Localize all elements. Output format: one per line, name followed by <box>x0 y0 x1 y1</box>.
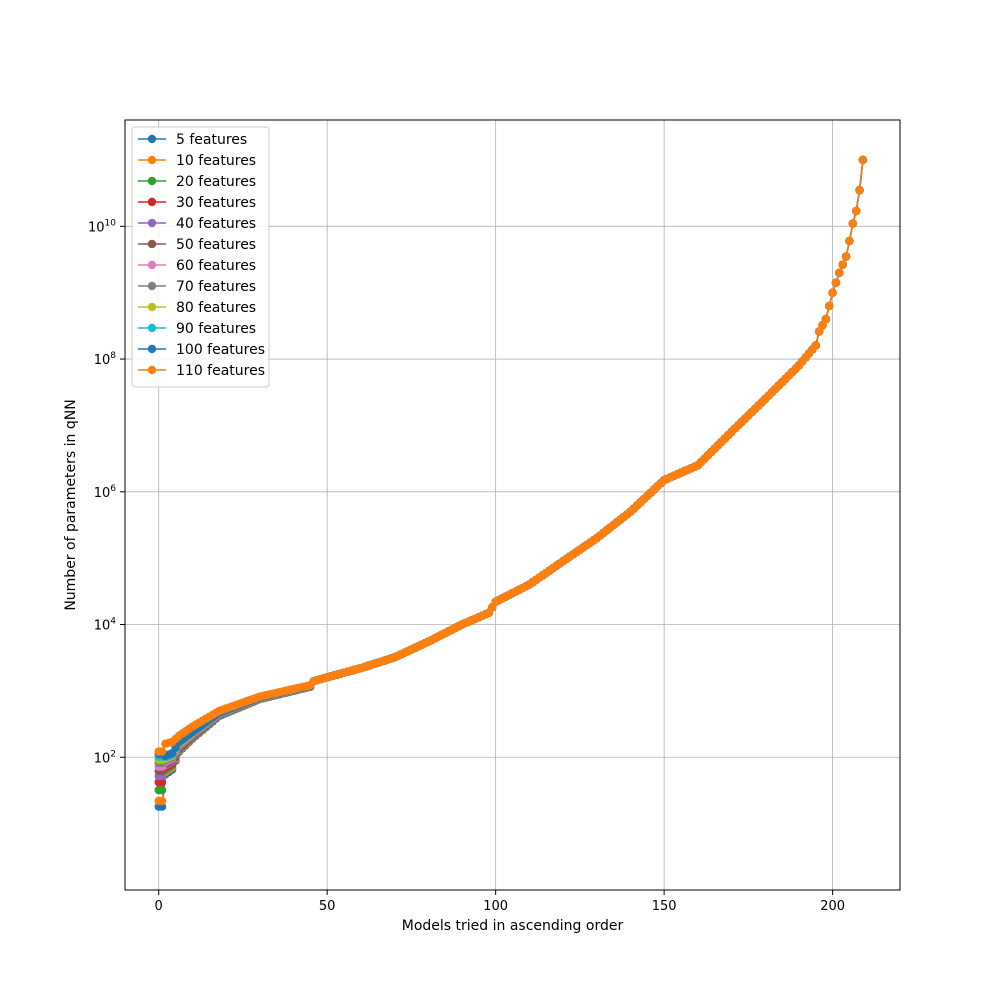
legend-marker <box>147 302 157 312</box>
x-tick-label: 100 <box>483 899 508 914</box>
data-point <box>814 327 824 336</box>
legend-label: 80 features <box>176 300 256 316</box>
legend-item: 30 features <box>138 195 256 211</box>
data-point <box>852 206 861 216</box>
legend-label: 30 features <box>176 195 256 211</box>
data-point <box>835 268 844 277</box>
legend-label: 40 features <box>176 216 256 232</box>
data-point <box>157 778 167 787</box>
data-point <box>821 314 831 324</box>
legend-marker <box>147 134 157 144</box>
data-point <box>831 278 841 287</box>
legend-label: 70 features <box>176 279 256 295</box>
plot-area-frame <box>124 119 901 891</box>
legend-item: 110 features <box>138 363 265 379</box>
legend-marker <box>147 197 157 207</box>
x-tick-label: 200 <box>820 899 845 914</box>
y-axis-label: Number of parameters in qNN <box>63 399 79 610</box>
legend-item: 5 features <box>138 132 247 148</box>
data-point <box>811 341 820 350</box>
data-point <box>818 321 827 330</box>
data-point <box>858 155 868 165</box>
data-point <box>828 288 837 297</box>
legend-label: 50 features <box>176 237 256 253</box>
data-point <box>825 301 834 311</box>
x-tick-label: 150 <box>652 899 677 914</box>
legend-marker <box>147 260 157 270</box>
data-point <box>845 236 854 246</box>
legend-marker <box>147 365 157 375</box>
legend-label: 90 features <box>176 321 256 337</box>
legend-item: 10 features <box>138 153 256 169</box>
legend-item: 20 features <box>138 174 256 190</box>
data-point <box>157 796 167 806</box>
legend-marker <box>147 344 157 354</box>
legend-item: 40 features <box>138 216 256 232</box>
legend-item: 90 features <box>138 321 256 337</box>
series-layer <box>154 155 868 811</box>
legend-marker <box>147 176 157 186</box>
data-point <box>855 186 864 195</box>
legend-label: 100 features <box>176 342 265 358</box>
y-tick-label: 104 <box>94 617 117 634</box>
legend-box <box>131 126 270 388</box>
legend-item: 60 features <box>138 258 256 274</box>
legend-label: 20 features <box>176 174 256 190</box>
legend-marker <box>147 218 157 228</box>
legend-label: 5 features <box>176 132 247 148</box>
data-point <box>838 260 847 269</box>
legend-marker <box>147 323 157 333</box>
legend-item: 100 features <box>138 342 265 358</box>
data-point <box>157 747 167 756</box>
legend-label: 10 features <box>176 153 256 169</box>
legend-item: 70 features <box>138 279 256 295</box>
data-point <box>841 252 851 261</box>
y-tick-label: 1010 <box>88 218 116 235</box>
legend-marker <box>147 155 157 165</box>
x-tick-label: 0 <box>155 899 163 914</box>
legend: 5 features 10 features 20 features 30 featu… <box>131 126 270 388</box>
legend-item: 80 features <box>138 300 256 316</box>
y-axis: 102 104 106 108 1010 <box>88 218 125 766</box>
data-point <box>848 219 858 228</box>
y-tick-label: 102 <box>94 749 116 766</box>
x-axis-label: Models tried in ascending order <box>402 918 624 934</box>
legend-label: 110 features <box>176 363 265 379</box>
x-axis: 0 50 100 150 200 <box>155 890 845 914</box>
data-point <box>157 785 167 795</box>
legend-label: 60 features <box>176 258 256 274</box>
y-tick-label: 108 <box>94 351 117 368</box>
series-12 <box>154 155 868 756</box>
x-tick-label: 50 <box>319 899 336 914</box>
legend-marker <box>147 281 157 291</box>
y-tick-label: 106 <box>94 484 117 501</box>
legend-marker <box>147 239 157 249</box>
legend-item: 50 features <box>138 237 256 253</box>
